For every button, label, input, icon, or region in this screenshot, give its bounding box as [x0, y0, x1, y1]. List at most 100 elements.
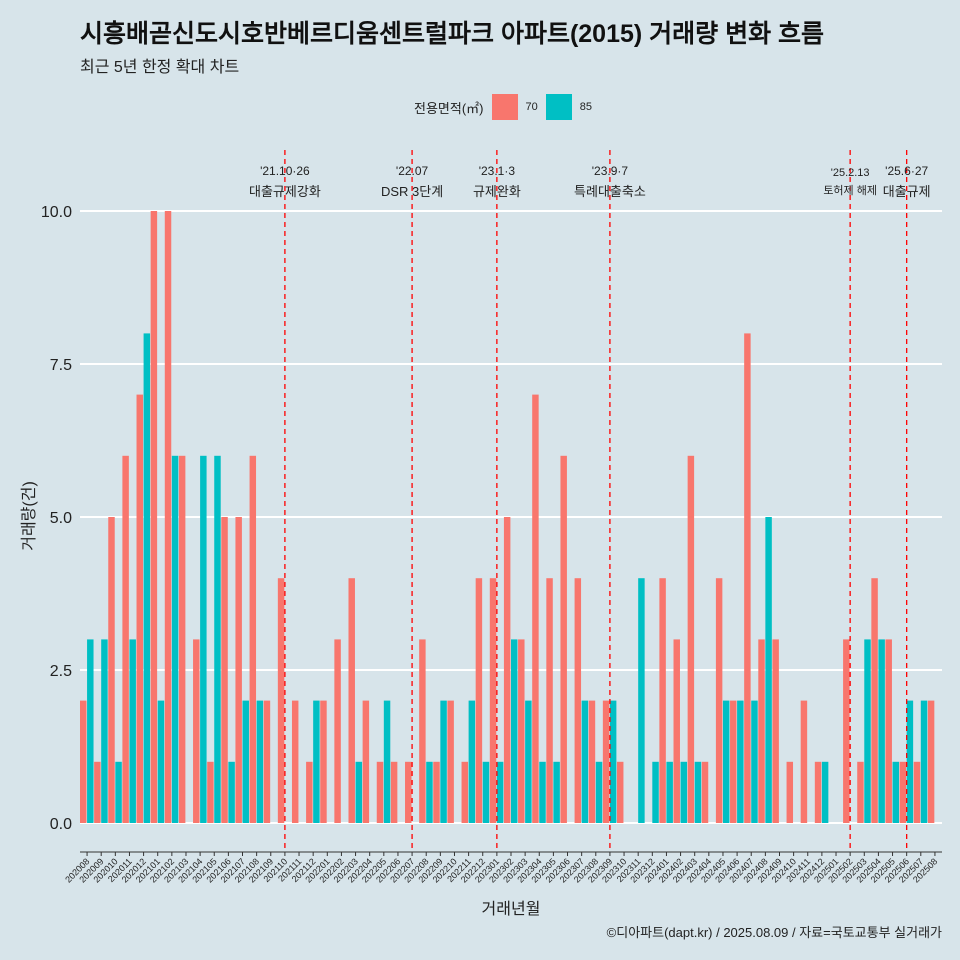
bar-70	[263, 700, 271, 823]
bar-70	[221, 517, 228, 823]
event-date: '25.6·27	[885, 164, 928, 178]
bar-70	[390, 761, 398, 823]
bar-70	[772, 639, 779, 823]
event-label: 대출규제	[883, 184, 931, 199]
bar-70	[249, 455, 257, 823]
bar-70	[588, 700, 596, 823]
bar-70	[433, 761, 440, 823]
bar-70	[518, 639, 525, 823]
bar-85	[722, 700, 730, 823]
bar-85	[383, 700, 391, 823]
bar-70	[461, 761, 469, 823]
bar-70	[715, 578, 723, 823]
bar-85	[737, 700, 744, 823]
event-label: 규제완화	[473, 184, 521, 199]
bar-85	[440, 700, 447, 823]
bar-70	[744, 333, 751, 823]
bar-70	[758, 639, 765, 823]
bar-70	[843, 639, 850, 823]
legend-title: 전용면적(㎡)	[414, 100, 484, 116]
y-tick-label: 10.0	[41, 204, 72, 221]
bar-70	[94, 761, 101, 823]
bar-70	[207, 761, 214, 823]
legend-key-85	[545, 94, 572, 120]
event-date: '22.07	[396, 164, 429, 178]
chart-title: 시흥배곧신도시호반베르디움센트럴파크 아파트(2015) 거래량 변화 흐름	[80, 20, 825, 48]
y-tick-label: 0.0	[50, 816, 72, 833]
bar-70	[616, 761, 624, 823]
source-caption: ©디아파트(dapt.kr) / 2025.08.09 / 자료=국토교통부 실…	[606, 925, 942, 940]
bar-85	[242, 700, 249, 823]
bar-85	[115, 761, 122, 823]
bar-85	[878, 639, 885, 823]
bar-85	[200, 455, 207, 823]
chart-subtitle: 최근 5년 한정 확대 차트	[80, 59, 240, 76]
x-axis: 2020082020092020102020112020122021012021…	[63, 851, 942, 885]
bar-85	[313, 700, 320, 823]
bar-85	[355, 761, 363, 823]
bar-85	[143, 333, 151, 823]
y-axis: 0.0 2.5 5.0 7.5 10.0	[41, 204, 72, 833]
bar-70	[122, 455, 129, 823]
bar-70	[376, 761, 384, 823]
legend: 전용면적(㎡) 70 85	[414, 93, 592, 121]
event-label: 특례대출축소	[574, 184, 646, 199]
bar-70	[899, 761, 907, 823]
bar-85	[694, 761, 702, 823]
bar-70	[857, 761, 864, 823]
bar-70	[659, 578, 666, 823]
bar-70	[602, 700, 610, 823]
bar-70	[108, 517, 115, 823]
bar-70	[532, 394, 539, 823]
bar-85	[821, 761, 829, 823]
bar-85	[864, 639, 871, 823]
bar-70	[193, 639, 200, 823]
y-tick-label: 5.0	[50, 510, 72, 527]
event-label: 토허제 해제	[823, 183, 877, 197]
bar-85	[638, 578, 645, 823]
bar-70	[673, 639, 680, 823]
bar-70	[348, 578, 355, 823]
bar-85	[157, 700, 165, 823]
bar-85	[581, 700, 589, 823]
bar-85	[468, 700, 476, 823]
event-markers: '21.10·26 대출규제강화 '22.07 DSR 3단계 '23.1·3 규제완화 '…	[249, 150, 931, 852]
bar-70	[885, 639, 892, 823]
bar-85	[609, 700, 617, 823]
bar-85	[256, 700, 264, 823]
bars	[80, 211, 935, 823]
bar-85	[680, 761, 688, 823]
bar-85	[906, 700, 914, 823]
bar-70	[574, 578, 582, 823]
bar-70	[560, 455, 567, 823]
bar-70	[546, 578, 553, 823]
bar-70	[871, 578, 878, 823]
bar-70	[405, 761, 412, 823]
bar-70	[277, 578, 285, 823]
bar-70	[306, 761, 313, 823]
event-date: '25.2.13	[831, 167, 870, 179]
bar-70	[489, 578, 497, 823]
bar-85	[539, 761, 546, 823]
bar-70	[913, 761, 921, 823]
bar-70	[730, 700, 737, 823]
y-axis-label: 거래량(건)	[20, 481, 38, 551]
bar-85	[553, 761, 560, 823]
bar-85	[511, 639, 518, 823]
bar-70	[800, 700, 808, 823]
bar-70	[291, 700, 299, 823]
bar-85	[751, 700, 758, 823]
bar-85	[652, 761, 659, 823]
bar-70	[687, 455, 695, 823]
bar-85	[87, 639, 94, 823]
bar-85	[171, 455, 179, 823]
bar-70	[178, 455, 186, 823]
bar-70	[475, 578, 483, 823]
legend-label-70: 70	[525, 101, 538, 113]
bar-85	[892, 761, 900, 823]
bar-85	[482, 761, 490, 823]
bar-85	[129, 639, 136, 823]
bar-70	[927, 700, 935, 823]
event-date: '23.9·7	[592, 164, 629, 178]
event-date: '21.10·26	[260, 164, 310, 178]
